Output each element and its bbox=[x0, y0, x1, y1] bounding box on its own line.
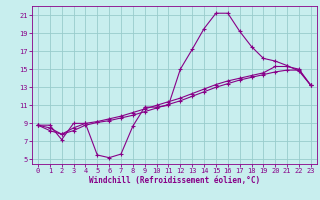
X-axis label: Windchill (Refroidissement éolien,°C): Windchill (Refroidissement éolien,°C) bbox=[89, 176, 260, 185]
